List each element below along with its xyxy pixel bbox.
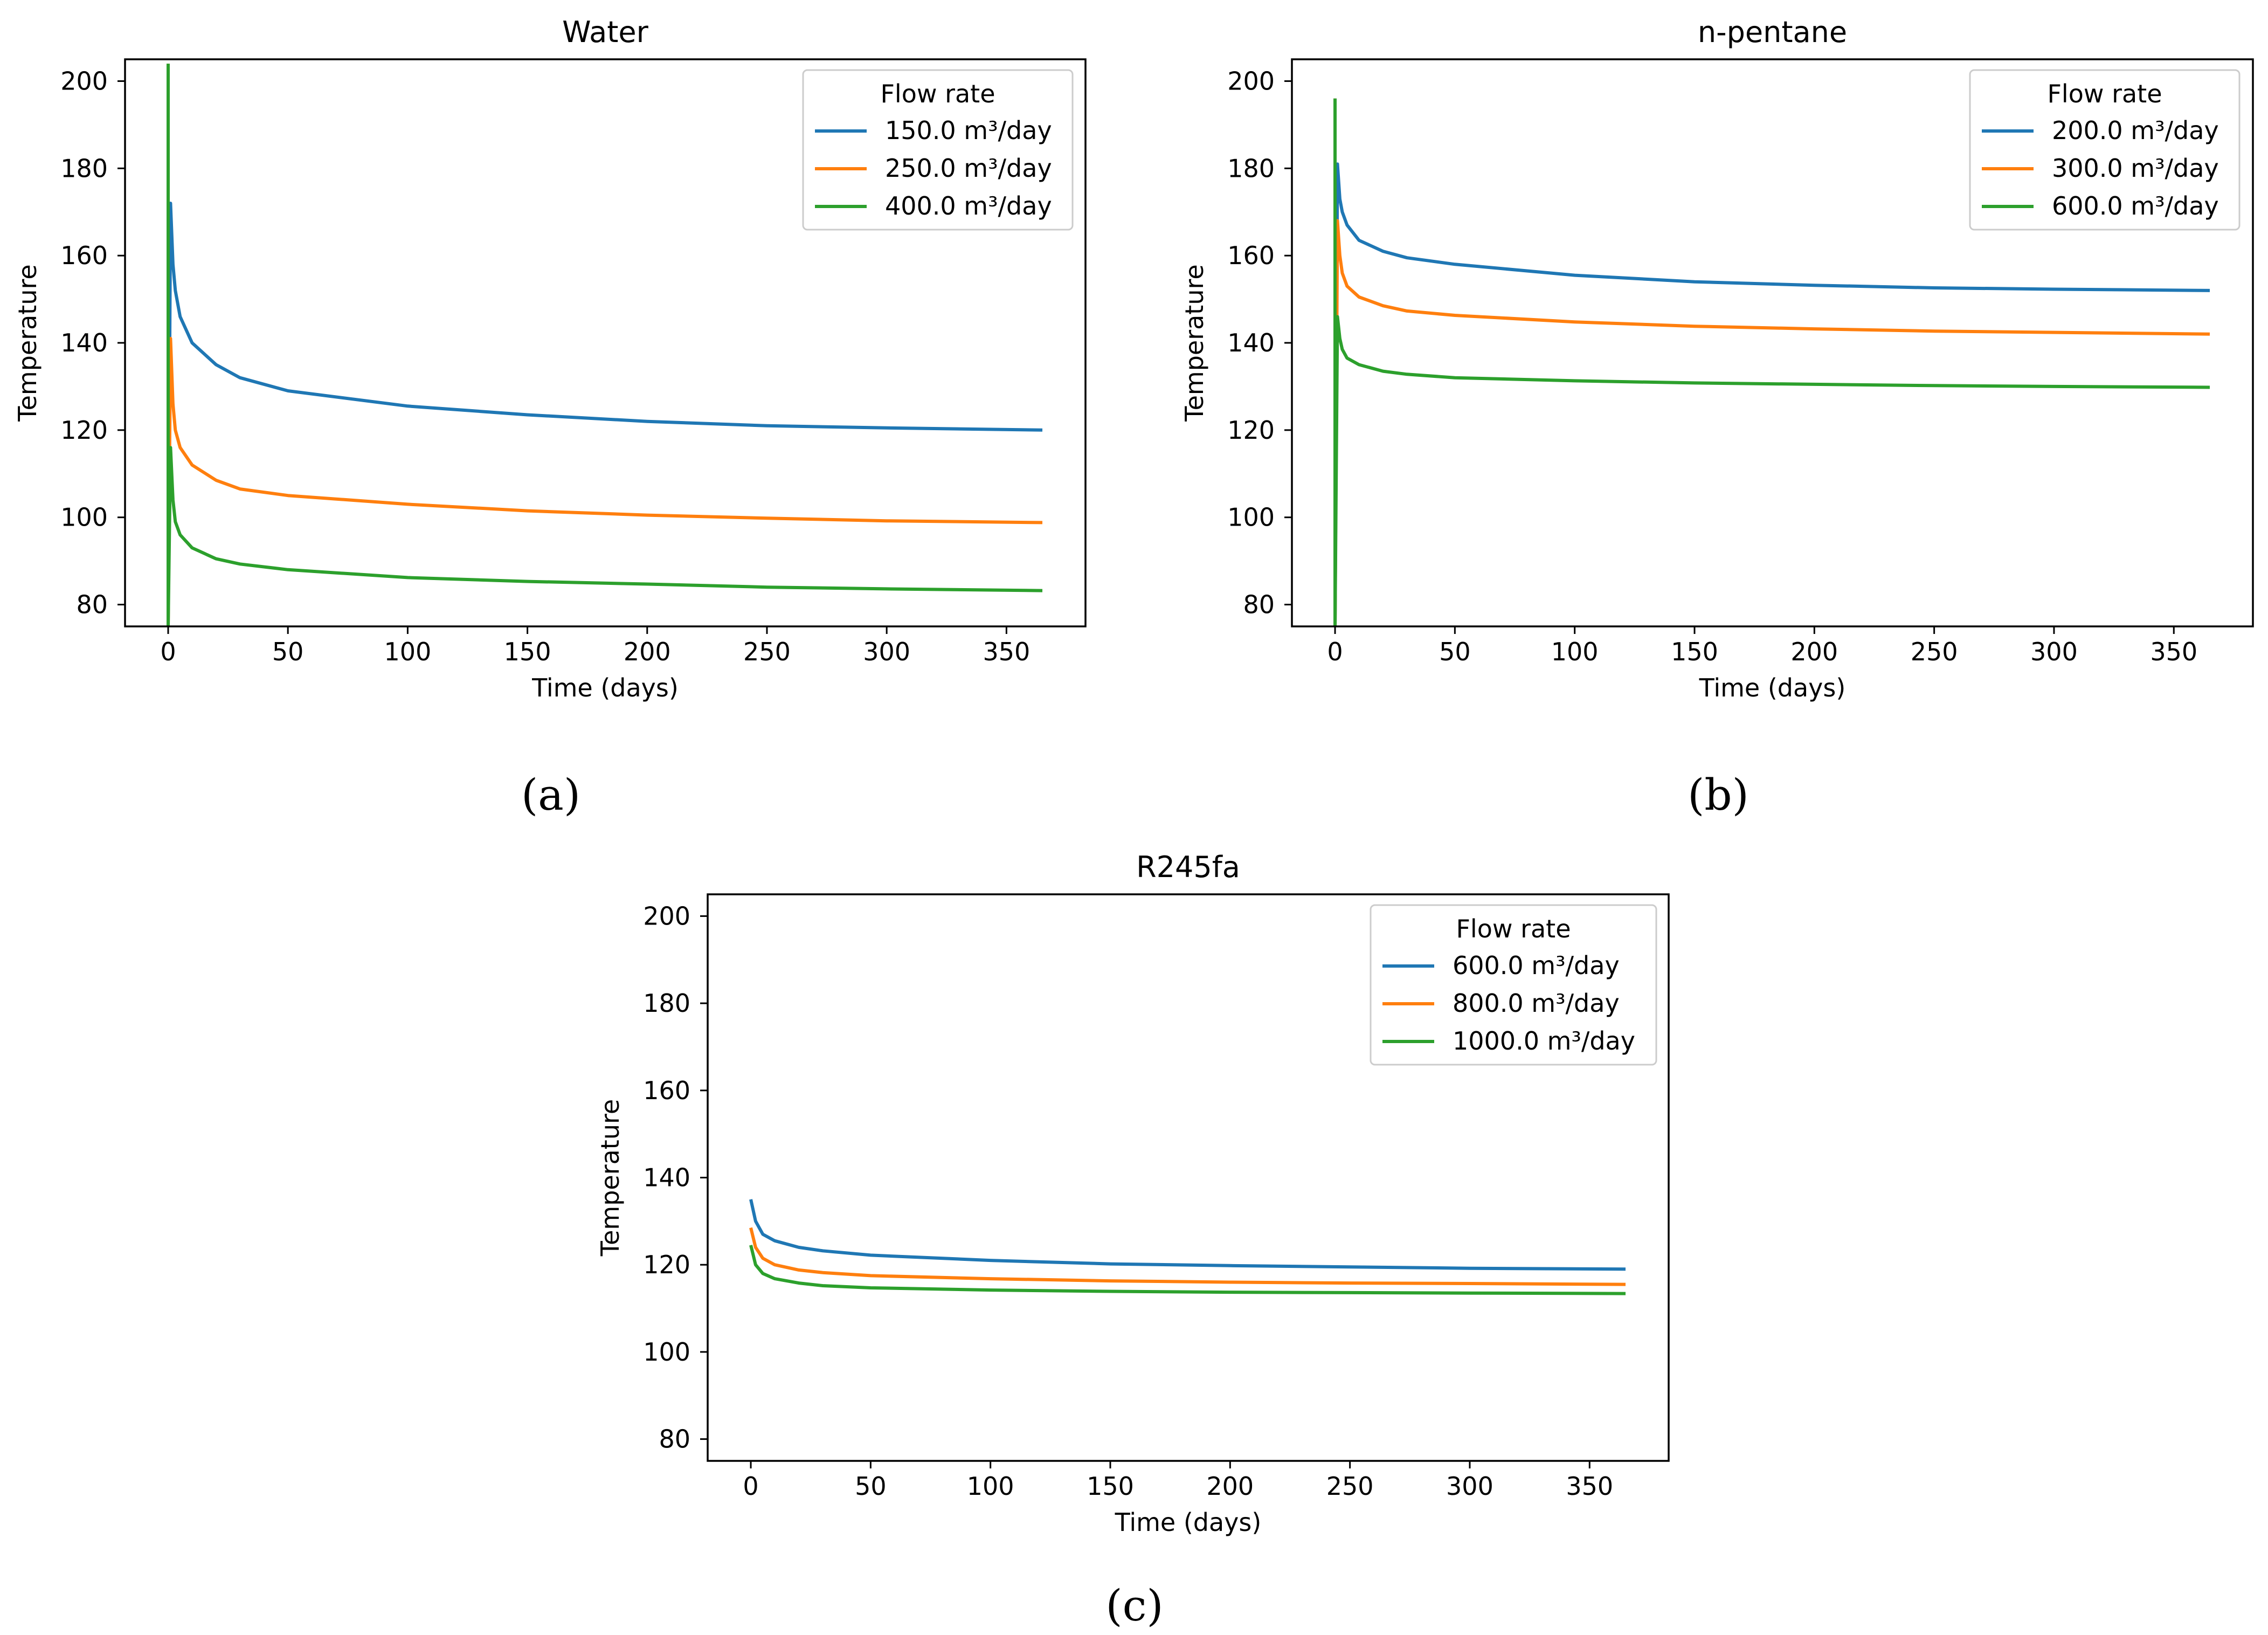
y-tick-label: 140 (643, 1163, 690, 1192)
legend-entry-1: 250.0 m³/day (885, 154, 1052, 183)
y-tick-label: 140 (60, 328, 108, 357)
y-tick-label: 100 (60, 503, 108, 532)
y-tick-label: 100 (1227, 503, 1275, 532)
x-axis-label: Time (days) (1115, 1508, 1262, 1537)
series-line-2 (1333, 98, 2210, 627)
legend-entry-2: 600.0 m³/day (2052, 191, 2219, 220)
x-tick-label: 0 (743, 1472, 758, 1501)
x-tick-label: 250 (1911, 637, 1958, 666)
chart-title: n-pentane (1698, 15, 1847, 49)
x-tick-label: 250 (743, 637, 791, 666)
x-axis-label: Time (days) (531, 673, 679, 702)
x-tick-label: 150 (1671, 637, 1718, 666)
y-axis-label: Temperature (1180, 264, 1209, 422)
series-line-0 (749, 1199, 1626, 1271)
y-tick-label: 180 (60, 154, 108, 183)
legend-box (1969, 69, 2241, 231)
panel-label-a: (a) (521, 770, 580, 820)
x-tick-label: 300 (1446, 1472, 1493, 1501)
x-tick-label: 200 (624, 637, 671, 666)
y-tick-label: 120 (643, 1250, 690, 1279)
x-tick-label: 50 (855, 1472, 887, 1501)
x-tick-label: 300 (2030, 637, 2078, 666)
x-tick-label: 0 (1327, 637, 1343, 666)
y-tick-label: 200 (643, 901, 690, 930)
x-tick-label: 200 (1790, 637, 1838, 666)
legend-entry-0: 150.0 m³/day (885, 116, 1052, 145)
y-tick-label: 200 (60, 66, 108, 95)
series-line-2 (167, 64, 1043, 627)
x-tick-label: 350 (983, 637, 1030, 666)
x-tick-label: 350 (1566, 1472, 1613, 1501)
x-tick-label: 250 (1326, 1472, 1374, 1501)
y-tick-label: 160 (643, 1076, 690, 1105)
legend-entry-0: 200.0 m³/day (2052, 116, 2219, 145)
y-tick-label: 180 (643, 989, 690, 1018)
legend-title: Flow rate (2047, 79, 2162, 108)
x-tick-label: 300 (863, 637, 910, 666)
x-tick-label: 0 (160, 637, 176, 666)
series-line-1 (749, 1227, 1626, 1286)
legend: Flow rate 600.0 m³/day 800.0 m³/day 1000.0 … (1370, 904, 1657, 1066)
legend-entry-1: 300.0 m³/day (2052, 154, 2219, 183)
y-tick-label: 120 (1227, 416, 1275, 445)
y-tick-label: 80 (1243, 590, 1275, 619)
x-tick-label: 50 (1439, 637, 1471, 666)
x-tick-label: 100 (967, 1472, 1014, 1501)
y-tick-label: 100 (643, 1337, 690, 1367)
legend-entry-1: 800.0 m³/day (1453, 989, 1620, 1018)
y-axis-label: Temperature (13, 264, 42, 422)
y-tick-label: 200 (1227, 66, 1275, 95)
x-tick-label: 50 (272, 637, 304, 666)
x-tick-label: 350 (2150, 637, 2197, 666)
chart-title: Water (562, 15, 648, 49)
x-tick-label: 200 (1206, 1472, 1254, 1501)
x-tick-label: 150 (1087, 1472, 1134, 1501)
y-axis-label: Temperature (596, 1099, 625, 1257)
x-axis-label: Time (days) (1699, 673, 1846, 702)
x-tick-label: 100 (384, 637, 431, 666)
chart-r245fa: 0 50 100 150 200 250 300 350 80 100 120 140 160 180 20… (596, 850, 1670, 1537)
chart-n-pentane: 0 50 100 150 200 250 300 350 80 100 120 140 160 180 20… (1180, 15, 2254, 702)
panel-label-c: (c) (1105, 1581, 1163, 1631)
y-tick-label: 80 (76, 590, 108, 619)
legend-box (802, 69, 1074, 231)
y-tick-label: 140 (1227, 328, 1275, 357)
chart-water: 0 50 100 150 200 250 300 350 80 100 120 140 160 180 20… (13, 15, 1087, 702)
legend-title: Flow rate (880, 79, 995, 108)
legend-box (1370, 904, 1657, 1066)
legend-title: Flow rate (1456, 914, 1571, 943)
legend-entry-2: 400.0 m³/day (885, 191, 1052, 220)
x-tick-label: 150 (504, 637, 551, 666)
legend-entry-2: 1000.0 m³/day (1453, 1026, 1635, 1055)
x-tick-label: 100 (1551, 637, 1599, 666)
y-tick-label: 160 (60, 241, 108, 270)
series-line-2 (749, 1245, 1626, 1295)
legend-entry-0: 600.0 m³/day (1453, 951, 1620, 980)
legend: Flow rate 150.0 m³/day 250.0 m³/day 400.0 m… (802, 69, 1074, 231)
y-tick-label: 180 (1227, 154, 1275, 183)
panel-label-b: (b) (1688, 770, 1749, 820)
y-tick-label: 80 (659, 1425, 690, 1454)
legend: Flow rate 200.0 m³/day 300.0 m³/day 600.0 m… (1969, 69, 2241, 231)
chart-title: R245fa (1136, 850, 1240, 884)
y-tick-label: 120 (60, 416, 108, 445)
y-tick-label: 160 (1227, 241, 1275, 270)
